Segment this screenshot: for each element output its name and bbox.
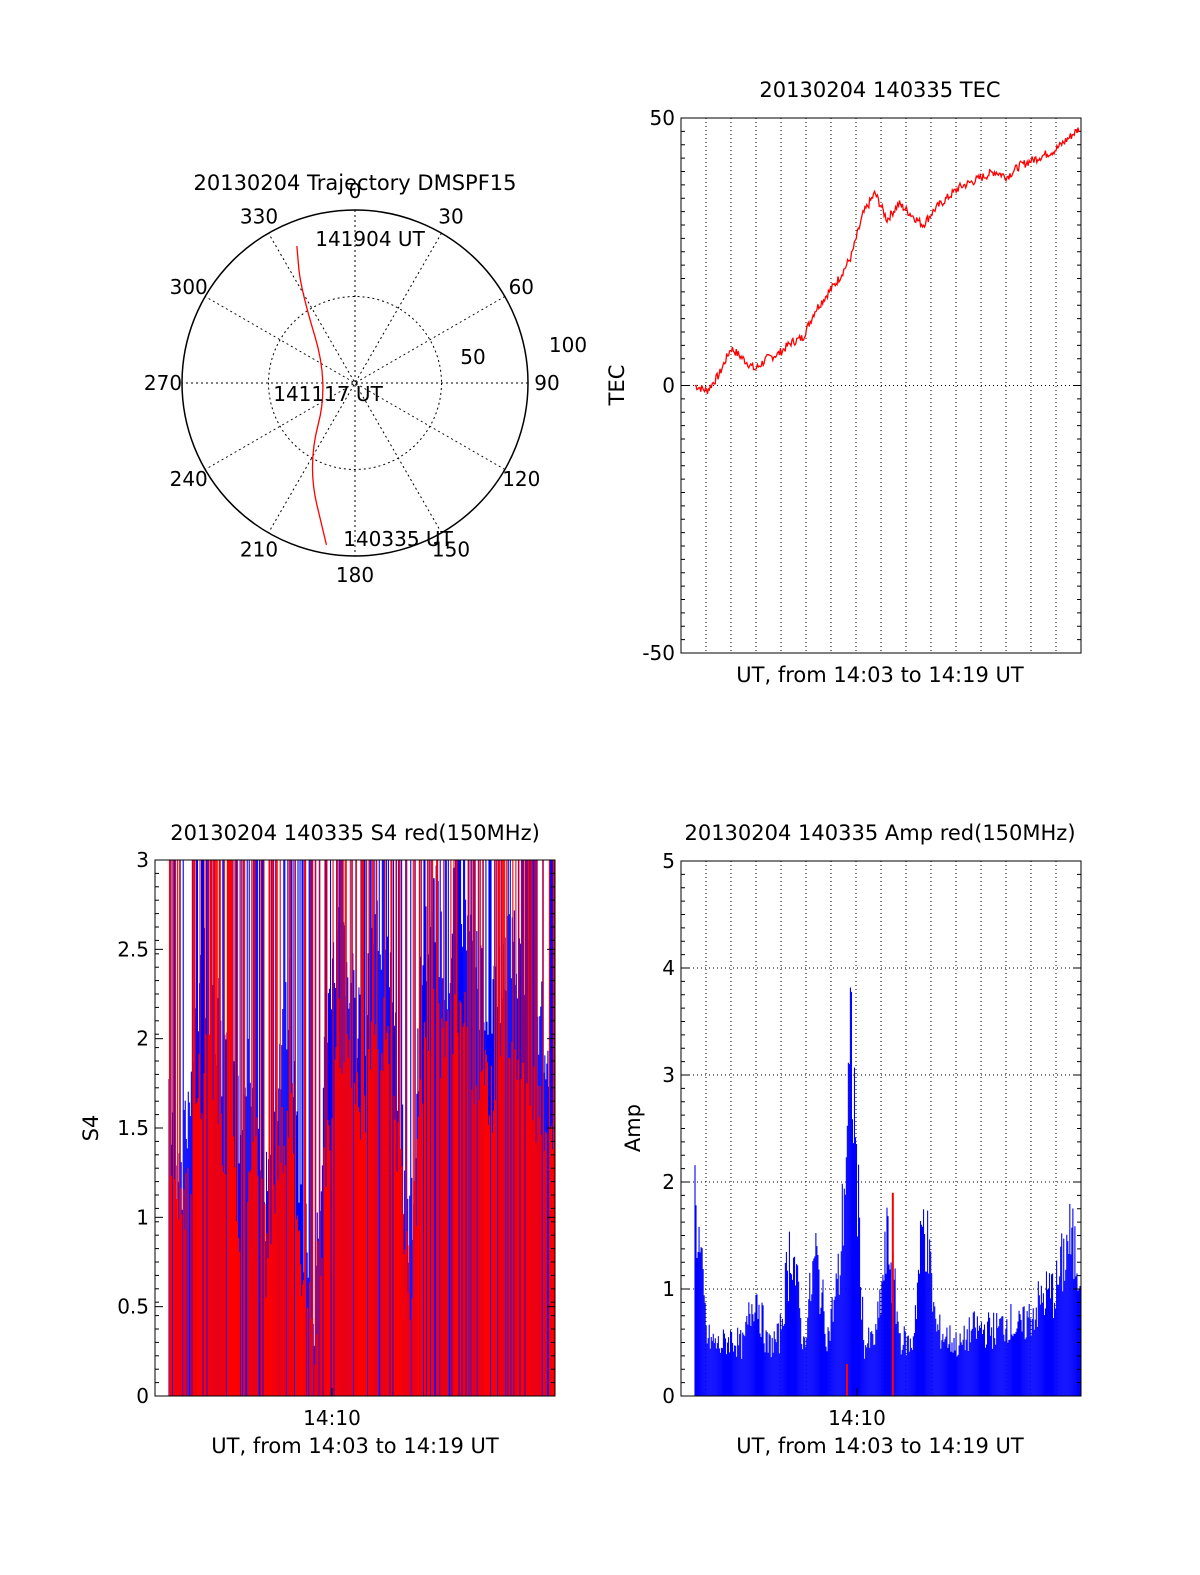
tec-y-tick-label: -50 (642, 641, 675, 665)
tec-xlabel: UT, from 14:03 to 14:19 UT (736, 663, 1024, 687)
amp-bars (694, 987, 1081, 1396)
tec-plot: 20130204 140335 TEC -50 0 50 TEC UT, from … (605, 78, 1082, 687)
amp-y-tick-label: 4 (662, 956, 675, 980)
trajectory-time-label: 141117 UT (273, 382, 383, 406)
polar-angle-label: 210 (240, 537, 278, 561)
polar-angle-label: 150 (432, 537, 470, 561)
s4-title: 20130204 140335 S4 red(150MHz) (170, 821, 540, 845)
amp-plot: 20130204 140335 Amp red(150MHz) 0 1 2 3 4 5 1… (621, 821, 1082, 1458)
amp-y-tick-label: 0 (662, 1384, 675, 1408)
amp-xlabel: UT, from 14:03 to 14:19 UT (736, 1434, 1024, 1458)
s4-y-tick-label: 3 (136, 848, 149, 872)
polar-grid (181, 209, 529, 557)
s4-y-tick-label: 1.5 (117, 1116, 149, 1140)
polar-radius-ticks: 50 100 (460, 333, 587, 369)
polar-angle-label: 60 (509, 275, 534, 299)
s4-y-tick-label: 1 (136, 1205, 149, 1229)
tec-title: 20130204 140335 TEC (759, 78, 1000, 102)
trajectory-time-label: 140335 UT (343, 527, 453, 551)
amp-title: 20130204 140335 Amp red(150MHz) (684, 821, 1075, 845)
trajectory-title: 20130204 Trajectory DMSPF15 (193, 171, 516, 195)
amp-y-tick-label: 2 (662, 1170, 675, 1194)
trajectory-annotations: 141904 UT 141117 UT 140335 UT (273, 227, 453, 551)
polar-angle-label: 300 (170, 275, 208, 299)
polar-angle-label: 240 (170, 467, 208, 491)
tec-ylabel: TEC (605, 365, 629, 407)
s4-bars (168, 860, 556, 1396)
polar-angle-ticks: 0 30 60 90 120 150 180 210 240 270 300 330 (144, 179, 560, 587)
tec-y-tick-label: 0 (662, 374, 675, 398)
polar-angle-label: 0 (349, 179, 362, 203)
amp-y-ticks: 0 1 2 3 4 5 (662, 849, 1081, 1408)
polar-angle-label: 330 (240, 205, 278, 229)
polar-angle-label: 270 (144, 371, 182, 395)
s4-x-tick-label: 14:10 (303, 1406, 361, 1430)
trajectory-time-label: 141904 UT (315, 227, 425, 251)
tec-y-ticks: -50 0 50 (642, 106, 1081, 665)
s4-y-tick-label: 0 (136, 1384, 149, 1408)
polar-angle-label: 30 (438, 205, 463, 229)
amp-grid (681, 861, 1081, 1396)
polar-angle-label: 120 (502, 467, 540, 491)
s4-y-tick-label: 2 (136, 1027, 149, 1051)
trajectory-track (296, 245, 328, 546)
amp-ylabel: Amp (621, 1104, 645, 1152)
s4-plot: 20130204 140335 S4 red(150MHz) 0 0.5 1 1.5 2… (79, 821, 556, 1458)
amp-y-tick-label: 1 (662, 1277, 675, 1301)
polar-radius-label: 100 (549, 333, 587, 357)
trajectory-plot: 20130204 Trajectory DMSPF15 0 30 60 90 120 15… (144, 171, 587, 587)
amp-x-tick-label: 14:10 (828, 1406, 886, 1430)
s4-ylabel: S4 (79, 1115, 103, 1142)
s4-y-tick-label: 2.5 (117, 937, 149, 961)
s4-y-tick-label: 0.5 (117, 1295, 149, 1319)
polar-radius-label: 50 (460, 345, 485, 369)
tec-y-tick-label: 50 (650, 106, 675, 130)
amp-y-tick-label: 5 (662, 849, 675, 873)
polar-angle-label: 180 (336, 563, 374, 587)
s4-xlabel: UT, from 14:03 to 14:19 UT (211, 1434, 499, 1458)
tec-series-line (694, 127, 1080, 394)
tec-grid (681, 118, 1081, 653)
amp-y-tick-label: 3 (662, 1063, 675, 1087)
s4-y-ticks: 0 0.5 1 1.5 2 2.5 3 (117, 848, 555, 1408)
polar-angle-label: 90 (534, 371, 559, 395)
